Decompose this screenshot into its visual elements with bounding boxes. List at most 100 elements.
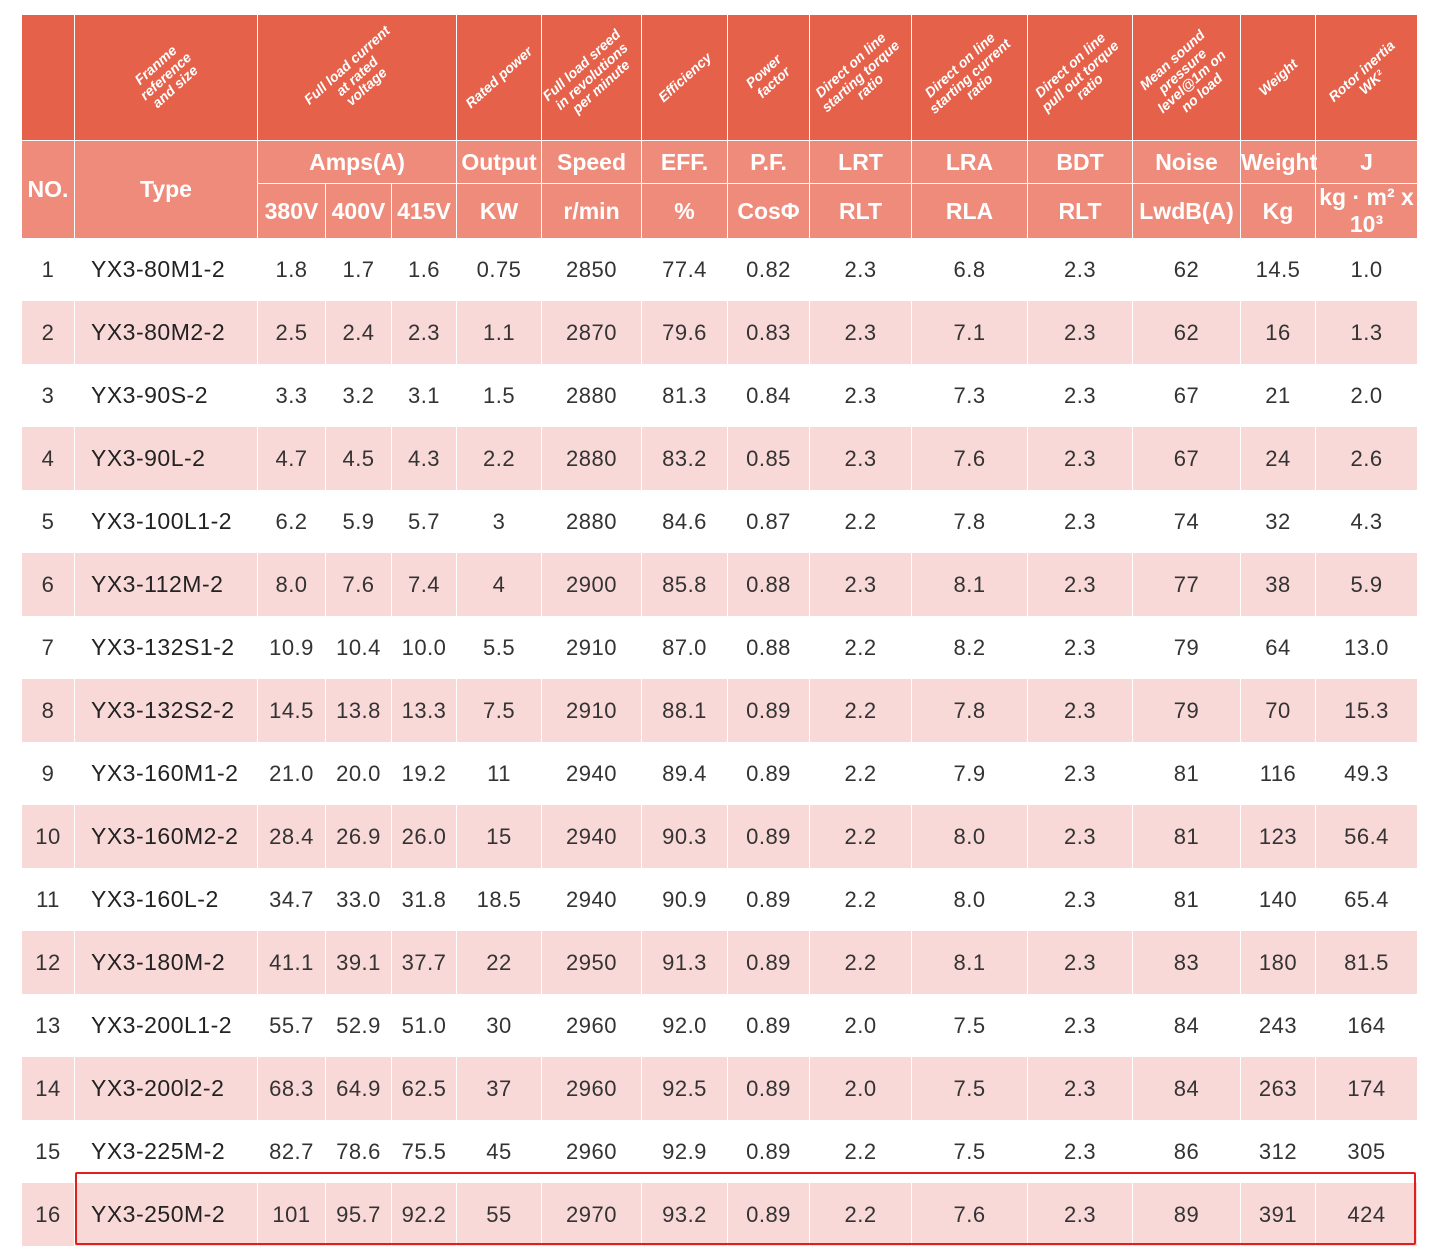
value-cell: 0.89	[727, 1183, 811, 1246]
value-cell: 2.3	[1027, 364, 1134, 427]
value-cell: 2.5	[257, 301, 326, 364]
value-cell: 0.89	[727, 805, 811, 868]
value-cell: 79	[1132, 616, 1242, 679]
value-cell: 7.4	[390, 553, 458, 616]
type-cell: YX3-250M-2	[74, 1183, 258, 1246]
value-cell: 4.3	[390, 427, 458, 490]
value-cell: 89.4	[641, 742, 729, 805]
value-cell: 2.0	[809, 1057, 913, 1120]
header-row: 380V 400V 415V KW r/min% CosΦ RLT RLA RLT LwdB(A)…	[22, 183, 1419, 238]
value-cell: 15.3	[1315, 679, 1419, 742]
value-cell: 84	[1132, 1057, 1242, 1120]
rotated-header: Power factor	[742, 50, 794, 101]
value-cell: 2910	[541, 616, 643, 679]
type-cell: YX3-80M1-2	[74, 238, 258, 301]
data-row: 2 YX3-80M2-2 2.5 2.4 2.3 1.1 2870 79.6 0.83 2.3 7.…	[21, 301, 1419, 364]
unit-cell: r/min	[541, 183, 643, 238]
value-cell: 2960	[541, 1057, 643, 1120]
value-cell: 5.7	[390, 490, 458, 553]
value-cell: 2960	[541, 994, 643, 1057]
value-cell: 2910	[541, 679, 643, 742]
data-row: 3 YX3-90S-2 3.3 3.2 3.1 1.5 2880 81.3 0.84 2.3 7.3…	[21, 364, 1419, 427]
value-cell: 2940	[541, 742, 643, 805]
value-cell: 62	[1132, 238, 1242, 301]
value-cell: 2.3	[809, 238, 913, 301]
value-cell: 55	[456, 1183, 543, 1246]
value-cell: 7.6	[911, 1183, 1029, 1246]
value-cell: 8.2	[911, 616, 1029, 679]
value-cell: 391	[1240, 1183, 1317, 1246]
value-cell: 90.3	[641, 805, 729, 868]
data-row: 15 YX3-225M-2 82.7 78.6 75.5 45 2960 92.9 0.89 2.…	[21, 1120, 1419, 1183]
value-cell: 243	[1240, 994, 1317, 1057]
header-cell: Type	[74, 140, 258, 238]
value-cell: 2.3	[1027, 868, 1134, 931]
header-cell: P.F.	[727, 140, 811, 184]
value-cell: 16	[21, 1183, 75, 1246]
header-cell: Direct on line starting torque ratio	[809, 15, 913, 141]
value-cell: 123	[1240, 805, 1317, 868]
header-cell: Weight	[1240, 140, 1317, 184]
value-cell: 92.2	[390, 1183, 458, 1246]
value-cell: 13.3	[390, 679, 458, 742]
value-cell: 0.88	[727, 616, 811, 679]
header-cell: Rated power	[456, 15, 543, 141]
value-cell: 68.3	[257, 1057, 326, 1120]
type-cell: YX3-160M2-2	[74, 805, 258, 868]
value-cell: 74	[1132, 490, 1242, 553]
value-cell: 83.2	[641, 427, 729, 490]
value-cell: 92.5	[641, 1057, 729, 1120]
value-cell: 7.5	[456, 679, 543, 742]
type-cell: YX3-160L-2	[74, 868, 258, 931]
value-cell: 2.3	[1027, 1183, 1134, 1246]
value-cell: 5.5	[456, 616, 543, 679]
value-cell: 77	[1132, 553, 1242, 616]
type-cell: YX3-200L1-2	[74, 994, 258, 1057]
value-cell: 2.0	[1315, 364, 1419, 427]
value-cell: 2.6	[1315, 427, 1419, 490]
header-cell: LRA	[911, 140, 1029, 184]
value-cell: 28.4	[257, 805, 326, 868]
value-cell: 2960	[541, 1120, 643, 1183]
rotated-header: Full load sreed in revolutions per minut…	[541, 26, 634, 117]
data-row: 4 YX3-90L-2 4.7 4.5 4.3 2.2 2880 83.2 0.85 2.3 7.6…	[21, 427, 1419, 490]
value-cell: 37	[456, 1057, 543, 1120]
value-cell: 52.9	[325, 994, 392, 1057]
header-cell: Speed	[541, 140, 643, 184]
value-cell: 87.0	[641, 616, 729, 679]
value-cell: 2.3	[1027, 994, 1134, 1057]
value-cell: 34.7	[257, 868, 326, 931]
value-cell: 6.2	[257, 490, 326, 553]
value-cell: 90.9	[641, 868, 729, 931]
rotated-header: Rotor inertia WK²	[1325, 36, 1398, 105]
data-row: 8 YX3-132S2-2 14.5 13.8 13.3 7.5 2910 88.1 0.89 2…	[21, 679, 1419, 742]
value-cell: 4.3	[1315, 490, 1419, 553]
value-cell: 84.6	[641, 490, 729, 553]
value-cell: 11	[21, 868, 75, 931]
value-cell: 0.89	[727, 931, 811, 994]
value-cell: 2.2	[809, 679, 913, 742]
value-cell: 7.5	[911, 994, 1029, 1057]
value-cell: 49.3	[1315, 742, 1419, 805]
value-cell: 116	[1240, 742, 1317, 805]
value-cell: 7.6	[325, 553, 392, 616]
value-cell: 19.2	[390, 742, 458, 805]
value-cell: 2.3	[1027, 553, 1134, 616]
value-cell: 2.3	[1027, 238, 1134, 301]
value-cell: 2.2	[809, 490, 913, 553]
value-cell: 0.75	[456, 238, 543, 301]
header-row: Franme reference and size Full load curre…	[21, 15, 1419, 141]
value-cell: 21.0	[257, 742, 326, 805]
value-cell: 1.8	[257, 238, 326, 301]
value-cell: 55.7	[257, 994, 326, 1057]
rotated-header: Rated power	[462, 42, 536, 111]
value-cell: 1.1	[456, 301, 543, 364]
value-cell: 62.5	[390, 1057, 458, 1120]
value-cell: 174	[1315, 1057, 1419, 1120]
value-cell: 3	[21, 364, 75, 427]
value-cell: 1.5	[456, 364, 543, 427]
value-cell: 82.7	[257, 1120, 326, 1183]
value-cell: 62	[1132, 301, 1242, 364]
data-row: 10 YX3-160M2-2 28.4 26.9 26.0 15 2940 90.3 0.89 2…	[21, 805, 1419, 868]
type-cell: YX3-225M-2	[74, 1120, 258, 1183]
